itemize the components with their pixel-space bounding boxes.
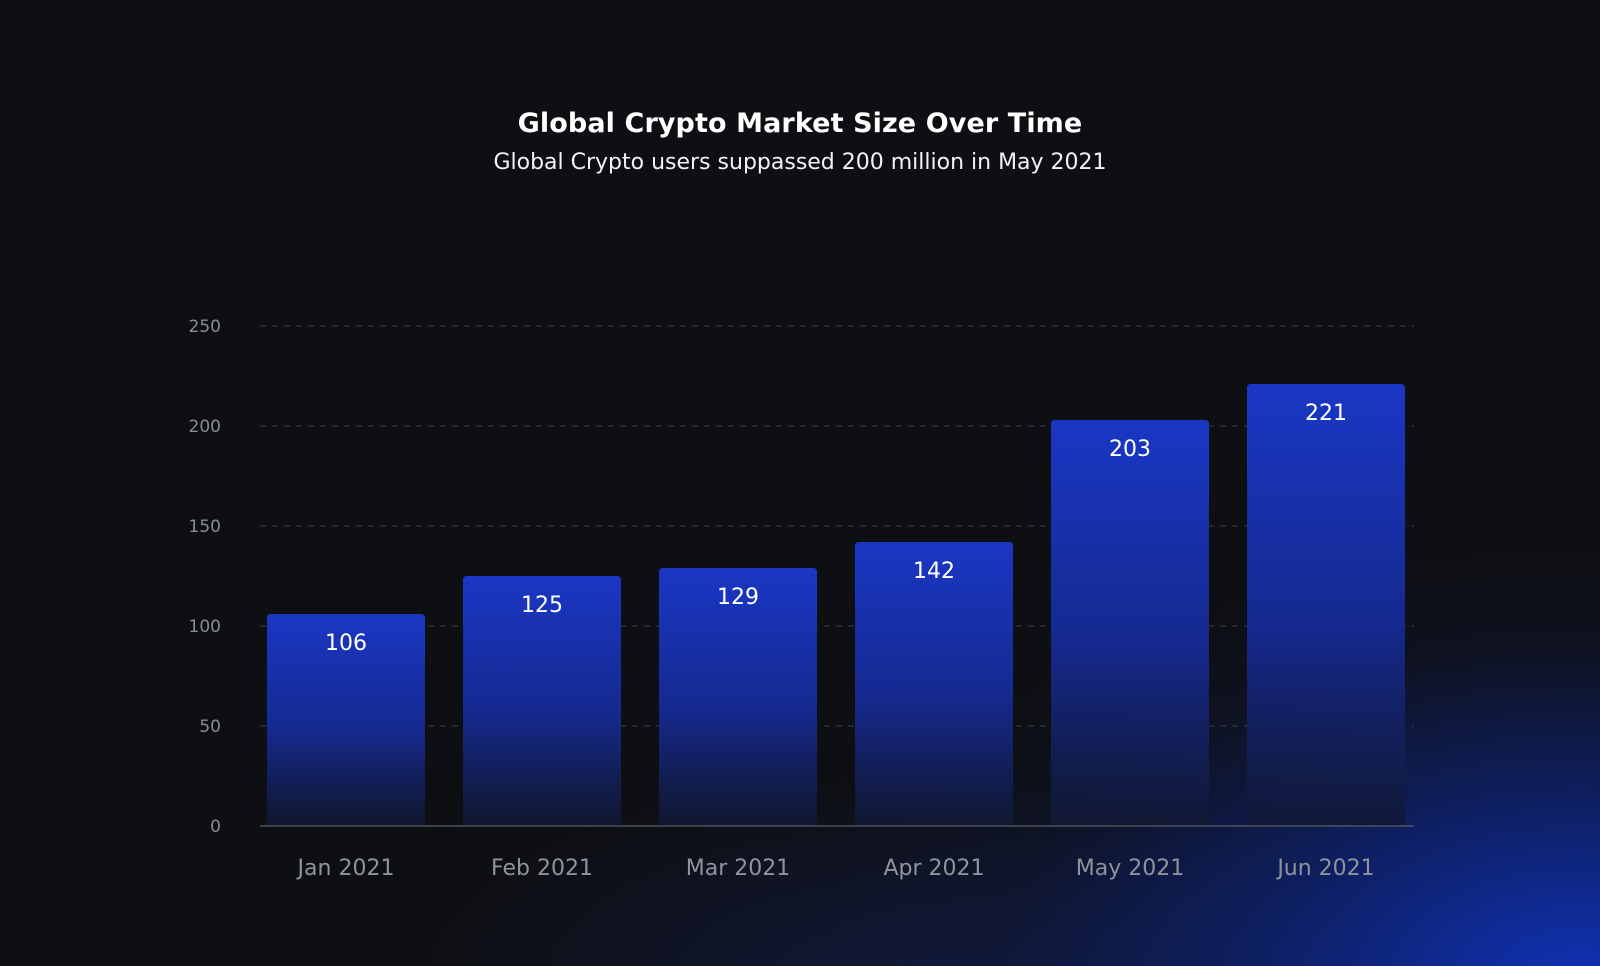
x-category-label: Jan 2021 xyxy=(296,856,395,881)
y-tick-label: 0 xyxy=(210,817,221,837)
x-category-label: Feb 2021 xyxy=(491,856,593,881)
bar-value-label: 106 xyxy=(325,631,367,656)
value-labels: 106 125 129 142 203 221 xyxy=(325,401,1347,656)
bar xyxy=(463,576,621,826)
category-labels: Jan 2021 Feb 2021 Mar 2021 Apr 2021 May 2021… xyxy=(296,856,1375,881)
x-category-label: May 2021 xyxy=(1076,856,1184,881)
bar xyxy=(1247,384,1405,826)
x-category-label: Apr 2021 xyxy=(883,856,984,881)
y-tick-label: 50 xyxy=(199,717,221,737)
x-category-label: Mar 2021 xyxy=(686,856,791,881)
bar xyxy=(659,568,817,826)
y-tick-label: 200 xyxy=(189,417,221,437)
y-axis-ticks: 0 50 100 150 200 250 xyxy=(189,317,221,837)
bar-value-label: 142 xyxy=(913,559,955,584)
y-tick-label: 150 xyxy=(189,517,221,537)
bar xyxy=(855,542,1013,826)
bars xyxy=(267,384,1405,826)
chart-subtitle: Global Crypto users suppassed 200 millio… xyxy=(493,150,1107,175)
chart-title: Global Crypto Market Size Over Time xyxy=(517,108,1083,139)
bar-value-label: 125 xyxy=(521,593,563,618)
bar-value-label: 221 xyxy=(1305,401,1347,426)
bar-value-label: 203 xyxy=(1109,437,1151,462)
x-category-label: Jun 2021 xyxy=(1275,856,1374,881)
y-tick-label: 250 xyxy=(189,317,221,337)
bar xyxy=(267,614,425,826)
gridlines xyxy=(260,325,1414,727)
y-tick-label: 100 xyxy=(189,617,221,637)
bar-value-label: 129 xyxy=(717,585,759,610)
bar xyxy=(1051,420,1209,826)
